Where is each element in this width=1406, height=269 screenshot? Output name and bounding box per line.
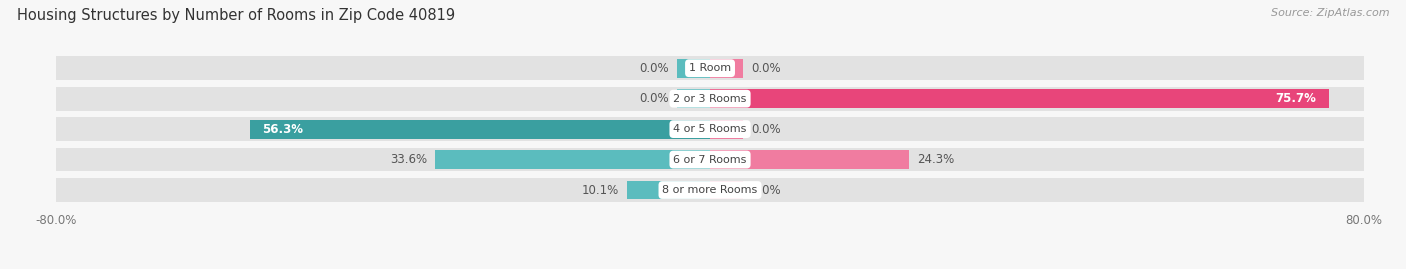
Text: 0.0%: 0.0% bbox=[640, 62, 669, 75]
Bar bbox=[250, 120, 710, 139]
Bar bbox=[56, 148, 1364, 171]
Text: 0.0%: 0.0% bbox=[640, 92, 669, 105]
Text: 33.6%: 33.6% bbox=[389, 153, 427, 166]
Bar bbox=[710, 89, 1329, 108]
Bar bbox=[710, 120, 742, 139]
Bar bbox=[436, 150, 710, 169]
Text: 75.7%: 75.7% bbox=[1275, 92, 1316, 105]
Text: 10.1%: 10.1% bbox=[582, 183, 619, 197]
Bar bbox=[710, 150, 908, 169]
Text: 0.0%: 0.0% bbox=[751, 123, 780, 136]
Text: 24.3%: 24.3% bbox=[917, 153, 955, 166]
Text: 56.3%: 56.3% bbox=[262, 123, 304, 136]
Bar bbox=[678, 59, 710, 78]
Bar bbox=[56, 178, 1364, 202]
Bar bbox=[710, 59, 742, 78]
Text: Housing Structures by Number of Rooms in Zip Code 40819: Housing Structures by Number of Rooms in… bbox=[17, 8, 456, 23]
Bar bbox=[710, 180, 742, 200]
Text: Source: ZipAtlas.com: Source: ZipAtlas.com bbox=[1271, 8, 1389, 18]
Bar bbox=[678, 89, 710, 108]
Text: 2 or 3 Rooms: 2 or 3 Rooms bbox=[673, 94, 747, 104]
Text: 1 Room: 1 Room bbox=[689, 63, 731, 73]
Bar bbox=[56, 56, 1364, 80]
Bar bbox=[56, 117, 1364, 141]
Bar bbox=[56, 87, 1364, 111]
Text: 8 or more Rooms: 8 or more Rooms bbox=[662, 185, 758, 195]
Text: 0.0%: 0.0% bbox=[751, 183, 780, 197]
Text: 0.0%: 0.0% bbox=[751, 62, 780, 75]
Text: 4 or 5 Rooms: 4 or 5 Rooms bbox=[673, 124, 747, 134]
Bar bbox=[627, 180, 710, 200]
Text: 6 or 7 Rooms: 6 or 7 Rooms bbox=[673, 155, 747, 165]
